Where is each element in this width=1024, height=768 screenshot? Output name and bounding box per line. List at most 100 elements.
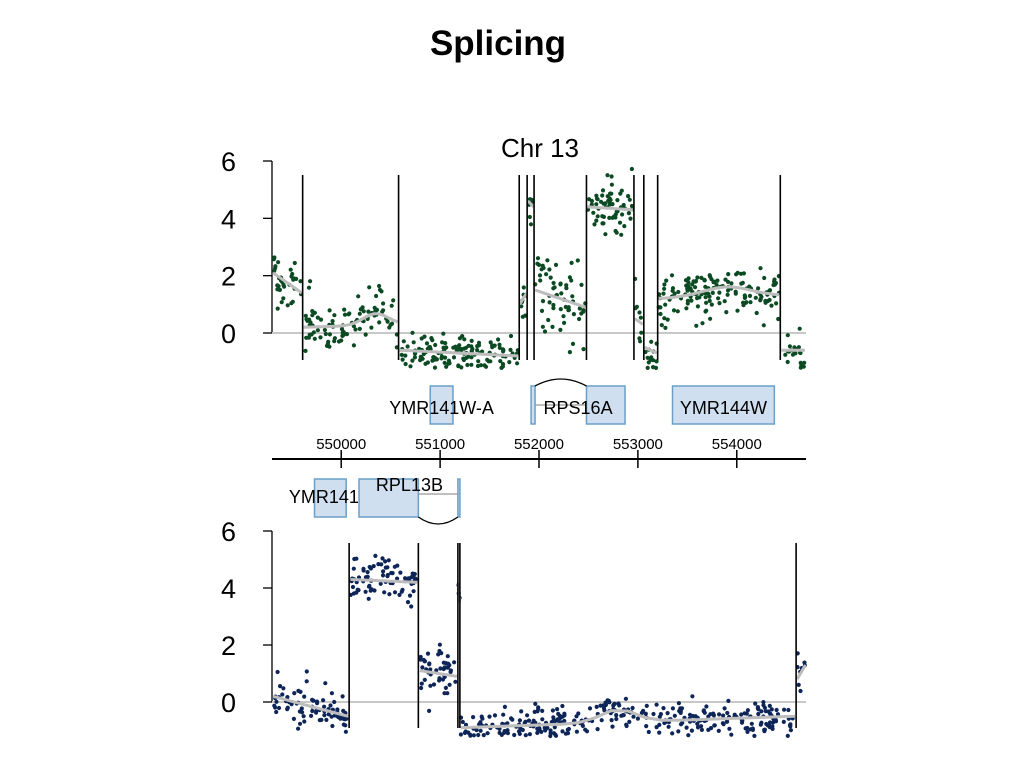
data-point (609, 174, 614, 179)
data-point (292, 691, 297, 696)
data-point (699, 727, 705, 733)
data-point (462, 346, 467, 351)
data-point (272, 703, 277, 708)
data-point (548, 275, 553, 280)
data-point (509, 716, 514, 721)
y-tick-label: 2 (221, 631, 236, 661)
data-point (653, 365, 659, 370)
smoothed-fit (587, 205, 633, 212)
data-point (412, 351, 418, 356)
gene-rps16a: RPS16A (530, 378, 626, 425)
data-point (709, 302, 714, 307)
bottom-points (272, 553, 808, 739)
data-point (607, 196, 612, 201)
data-point (469, 338, 474, 343)
data-point (762, 729, 767, 734)
data-point (725, 710, 730, 716)
data-point (635, 716, 641, 721)
data-point (762, 275, 767, 281)
data-point (363, 575, 368, 580)
data-point (365, 570, 370, 575)
data-point (519, 709, 524, 714)
data-point (502, 704, 507, 710)
data-point (716, 728, 721, 734)
data-point (767, 720, 773, 725)
data-point (687, 712, 693, 717)
data-point (303, 313, 308, 318)
data-point (753, 295, 758, 300)
data-point (354, 556, 359, 561)
data-point (372, 588, 377, 593)
data-point (367, 285, 372, 290)
data-point (775, 712, 781, 717)
data-point (523, 733, 528, 738)
data-point (275, 283, 280, 288)
data-point (290, 299, 295, 304)
data-point (700, 321, 705, 326)
data-point (729, 281, 734, 286)
gene-ymr141c: YMR141C (289, 478, 372, 518)
data-point (558, 281, 563, 286)
data-point (323, 331, 328, 337)
data-point (761, 700, 766, 705)
data-point (707, 298, 712, 303)
data-point (662, 286, 667, 291)
data-point (693, 285, 698, 290)
data-point (570, 341, 576, 346)
data-point (304, 317, 309, 322)
data-point (371, 564, 376, 569)
data-point (515, 361, 520, 366)
data-point (699, 275, 704, 280)
data-point (665, 317, 670, 322)
data-point (387, 592, 392, 597)
smoothed-fit (534, 288, 587, 309)
data-point (427, 708, 432, 714)
data-point (732, 712, 737, 717)
data-point (725, 288, 731, 293)
data-point (726, 272, 731, 277)
data-point (560, 729, 565, 734)
data-point (686, 733, 691, 738)
data-point (271, 257, 276, 262)
gene-label: YMR141W-A (389, 398, 494, 418)
x-tick-label: 552000 (514, 436, 564, 453)
data-point (579, 282, 584, 287)
data-point (309, 713, 314, 719)
smoothed-fit (658, 285, 780, 300)
data-point (443, 685, 448, 691)
data-point (689, 728, 695, 733)
data-point (661, 706, 666, 711)
data-point (629, 166, 635, 172)
data-point (421, 351, 426, 357)
data-point (459, 365, 464, 370)
data-point (742, 295, 748, 300)
data-point (603, 700, 608, 705)
data-point (564, 286, 569, 291)
data-point (566, 307, 572, 313)
data-point (594, 704, 599, 710)
data-point (571, 312, 577, 317)
data-point (552, 725, 557, 730)
data-point (517, 731, 522, 737)
data-point (354, 590, 359, 595)
data-point (508, 347, 513, 352)
data-point (595, 197, 600, 202)
data-point (476, 343, 482, 348)
data-point (274, 699, 279, 704)
data-point (743, 726, 748, 731)
data-point (437, 642, 442, 647)
data-point (521, 285, 526, 290)
splice-junction-arc (417, 516, 459, 525)
data-point (747, 293, 753, 298)
data-point (540, 299, 546, 304)
data-point (739, 281, 744, 286)
data-point (322, 327, 327, 333)
data-point (410, 330, 415, 335)
data-point (465, 362, 470, 368)
data-point (785, 333, 790, 338)
data-point (675, 309, 680, 314)
data-point (528, 222, 534, 227)
data-point (419, 681, 424, 686)
data-point (626, 211, 632, 216)
data-point (735, 308, 740, 313)
